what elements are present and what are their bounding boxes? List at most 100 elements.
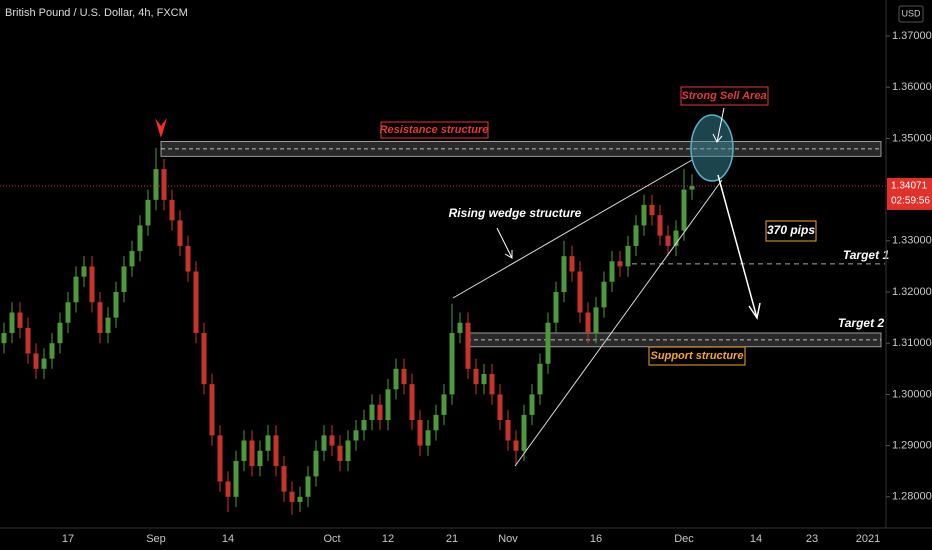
candle-body	[113, 292, 119, 318]
y-tick-label: 1.28000	[892, 491, 932, 503]
chart-title: British Pound / U.S. Dollar, 4h, FXCM	[5, 7, 188, 19]
candle-body	[49, 343, 55, 359]
label-box	[765, 220, 817, 242]
candle-body	[545, 322, 551, 364]
y-tick-label: 1.37000	[892, 30, 932, 42]
candle-body	[57, 322, 63, 344]
candle-body	[169, 199, 175, 221]
candle-body	[1, 332, 7, 344]
candle-body	[577, 271, 583, 313]
candle-body	[145, 199, 151, 226]
annotation: Resistance structure	[380, 124, 489, 136]
pointer-arrow	[712, 107, 725, 143]
label-box	[680, 86, 769, 106]
candle-body	[17, 312, 23, 328]
candle-body	[553, 292, 559, 323]
candle-body	[193, 271, 199, 333]
candle-body	[649, 204, 655, 216]
x-tick-label: 16	[590, 533, 602, 545]
candle-body	[401, 368, 407, 385]
candle-body	[185, 245, 191, 272]
candle-body	[481, 373, 487, 385]
candle-body	[689, 186, 695, 190]
candle-body	[665, 235, 671, 246]
last-price-label: 1.34071	[891, 181, 928, 192]
candle-body	[425, 430, 431, 446]
x-tick-label: 14	[750, 533, 762, 545]
candle-body	[137, 225, 143, 252]
candle-body	[209, 384, 215, 436]
candle-body	[561, 256, 567, 293]
candle-body	[585, 312, 591, 333]
candle-body	[361, 420, 367, 431]
x-tick-label: 14	[222, 533, 234, 545]
candle-body	[393, 368, 399, 390]
candle-body	[377, 404, 383, 421]
y-tick-label: 1.31000	[892, 337, 932, 349]
annotation: Target 1	[843, 248, 890, 262]
candle-body	[465, 322, 471, 369]
candle-body	[473, 368, 479, 385]
candle-body	[657, 215, 663, 236]
candle-body	[97, 302, 103, 333]
candle-body	[233, 460, 239, 497]
candle-body	[513, 440, 519, 451]
candle-body	[121, 266, 127, 293]
candle-body	[241, 440, 247, 461]
candle-body	[337, 445, 343, 461]
candle-body	[81, 266, 87, 277]
countdown: 02:59:56	[891, 196, 930, 207]
candle-body	[457, 322, 463, 333]
candle-body	[297, 496, 303, 502]
y-tick-label: 1.30000	[892, 388, 932, 400]
candle-body	[681, 189, 687, 231]
x-tick-label: 17	[62, 533, 74, 545]
candle-body	[441, 394, 447, 415]
candle-body	[449, 332, 455, 395]
candle-body	[345, 440, 351, 461]
annotation: Target 2	[838, 316, 885, 330]
y-tick-label: 1.32000	[892, 286, 932, 298]
x-tick-label: Nov	[498, 533, 518, 545]
y-tick-label: 1.35000	[892, 132, 932, 144]
x-tick-label: 2021	[856, 533, 880, 545]
annotation: Strong Sell Area	[681, 90, 766, 102]
currency[interactable]: USD	[901, 8, 921, 18]
x-tick-label: 23	[806, 533, 818, 545]
y-tick-label: 1.36000	[892, 81, 932, 93]
candle-body	[417, 420, 423, 446]
candle-body	[105, 317, 111, 333]
x-tick-label: Oct	[323, 533, 340, 545]
top-marker	[155, 118, 167, 138]
label-box	[648, 346, 746, 366]
candle-body	[409, 384, 415, 421]
x-tick-label: 21	[446, 533, 458, 545]
x-tick-label: Dec	[674, 533, 694, 545]
candle-body	[489, 373, 495, 395]
wedge-lower	[514, 179, 723, 467]
candle-body	[601, 281, 607, 308]
candle-body	[153, 169, 159, 200]
candle-body	[641, 204, 647, 226]
candle-body	[41, 358, 47, 369]
candle-body	[313, 450, 319, 477]
candle-body	[305, 476, 311, 497]
plot-area	[0, 141, 886, 515]
candle-body	[617, 261, 623, 267]
candle-body	[273, 435, 279, 467]
x-tick-label: Sep	[146, 533, 166, 545]
candle-body	[161, 169, 167, 200]
candle-body	[353, 430, 359, 441]
candle-body	[225, 481, 231, 497]
candle-body	[529, 394, 535, 415]
label-box	[380, 121, 489, 139]
candle-body	[73, 276, 79, 303]
currency-button[interactable]	[898, 5, 924, 23]
candle-body	[369, 404, 375, 421]
candle-body	[433, 414, 439, 431]
candle-body	[9, 312, 15, 333]
candle-body	[521, 414, 527, 451]
candle-body	[673, 230, 679, 246]
candle-body	[633, 225, 639, 246]
